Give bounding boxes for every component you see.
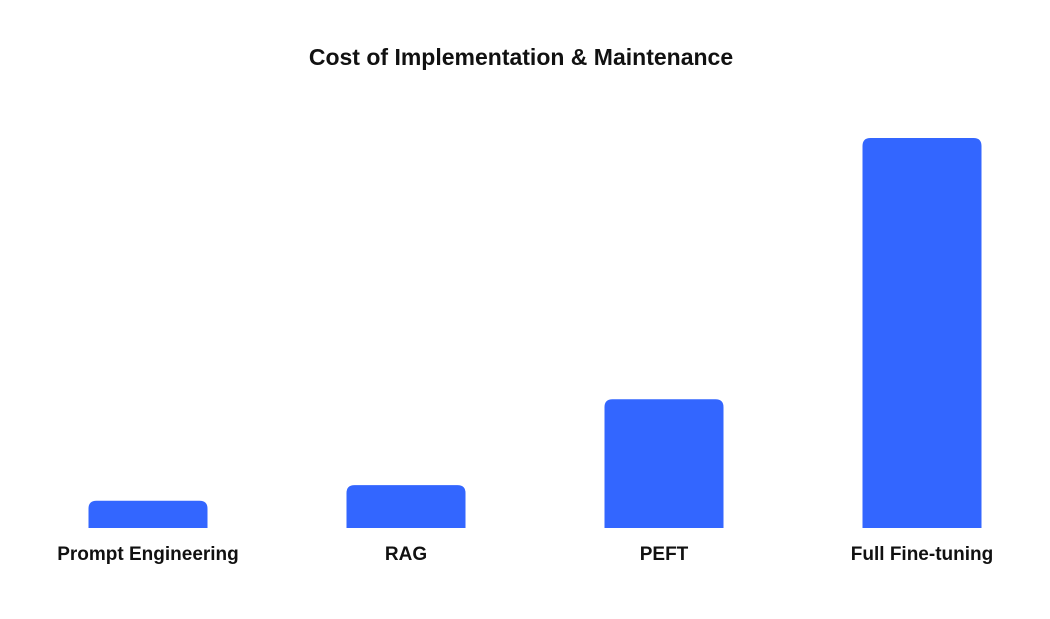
bar-prompt-engineering [88, 500, 208, 528]
category-labels-group: Prompt Engineering RAG PEFT Full Fine-tunin… [57, 544, 993, 565]
category-label-rag: RAG [385, 544, 427, 565]
category-label-prompt-engineering: Prompt Engineering [57, 544, 239, 565]
bars-group [88, 138, 982, 528]
bar-rag [346, 485, 466, 528]
bar-full-fine-tuning [862, 138, 982, 528]
category-label-full-fine-tuning: Full Fine-tuning [851, 544, 993, 565]
category-label-peft: PEFT [640, 544, 689, 565]
chart-title: Cost of Implementation & Maintenance [309, 44, 733, 70]
bar-peft [604, 399, 724, 528]
